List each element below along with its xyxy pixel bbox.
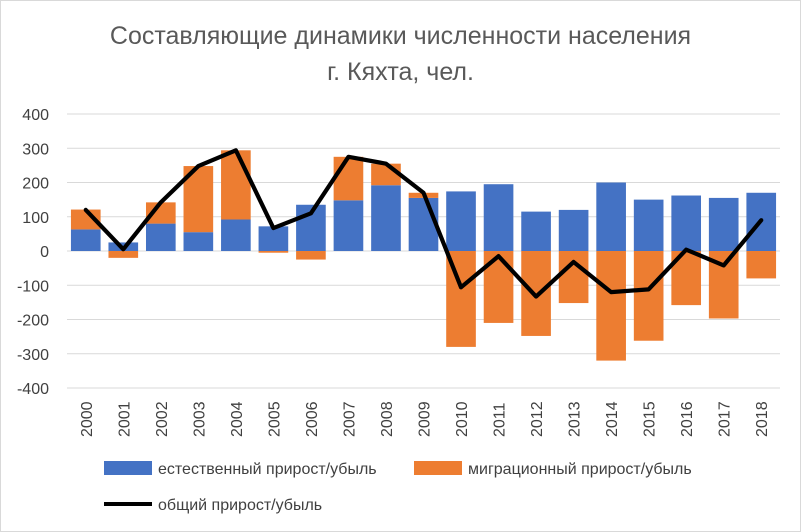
natural-change-bar: [70, 229, 101, 251]
x-tick-label: 2017: [717, 401, 734, 437]
migration-change-bar: [108, 251, 139, 258]
migration-change-bar: [221, 150, 251, 220]
natural-change-bar: [145, 223, 176, 251]
x-tick-label: 2015: [642, 401, 659, 437]
x-tick-label: 2001: [116, 401, 133, 437]
legend-migration-change-label: миграционный прирост/убыль: [468, 461, 692, 478]
migration-change-bar: [746, 251, 777, 279]
natural-change-bar: [333, 200, 364, 251]
y-tick-label: 400: [22, 107, 49, 124]
x-tick-label: 2016: [679, 401, 696, 437]
natural-change-bar: [483, 184, 514, 251]
y-tick-label: -400: [17, 381, 49, 398]
migration-change-bar: [145, 202, 176, 224]
y-tick-label: -300: [17, 347, 49, 364]
natural-change-bar: [221, 219, 251, 251]
x-tick-label: 2004: [229, 401, 246, 437]
migration-change-bar: [371, 163, 401, 186]
natural-change-bar: [408, 197, 439, 251]
x-tick-label: 2011: [492, 402, 509, 437]
y-tick-label: 200: [22, 176, 49, 193]
migration-change-bar: [596, 251, 626, 361]
natural-change-bar: [558, 209, 589, 251]
natural-change-bar: [596, 182, 626, 251]
natural-change-bar: [708, 197, 739, 251]
x-tick-label: 2007: [341, 401, 358, 437]
migration-change-bar: [558, 251, 589, 304]
natural-change-bar: [371, 185, 401, 251]
natural-change-bar: [258, 226, 289, 251]
migration-change-bar: [633, 251, 664, 341]
x-tick-label: 2012: [529, 401, 546, 437]
y-tick-label: -100: [17, 278, 49, 295]
x-tick-label: 2002: [154, 401, 171, 437]
x-tick-label: 2014: [604, 401, 621, 437]
x-tick-label: 2013: [567, 401, 584, 437]
natural-change-bar: [671, 195, 702, 251]
natural-change-bar: [521, 211, 551, 251]
x-tick-label: 2003: [191, 401, 208, 437]
migration-change-bar: [296, 251, 326, 260]
x-tick-label: 2000: [79, 401, 96, 437]
x-tick-label: 2005: [266, 401, 283, 437]
legend-natural-change-label: естественный прирост/убыль: [158, 461, 377, 478]
natural-change-bar: [633, 199, 664, 251]
migration-change-bar: [70, 209, 101, 230]
natural-change-bar: [446, 191, 476, 251]
chart-title-line-1: Составляющие динамики численности населе…: [109, 22, 692, 50]
y-tick-label: 100: [22, 210, 49, 227]
y-tick-label: 300: [22, 141, 49, 158]
x-tick-label: 2010: [454, 401, 471, 437]
x-tick-label: 2006: [304, 401, 321, 437]
x-tick-label: 2009: [417, 401, 434, 437]
chart-title-line-2: г. Кяхта, чел.: [327, 58, 474, 86]
migration-change-bar: [333, 156, 364, 201]
natural-change-bar: [183, 232, 214, 251]
y-tick-label: -200: [17, 313, 49, 330]
legend-migration-change-swatch: [414, 461, 462, 475]
x-tick-label: 2018: [754, 401, 771, 437]
migration-change-bar: [258, 251, 289, 253]
legend-total-change-label: общий прирост/убыль: [158, 497, 322, 514]
x-tick-label: 2008: [379, 401, 396, 437]
migration-change-bar: [483, 251, 514, 323]
legend-natural-change-swatch: [104, 461, 152, 475]
y-tick-label: 0: [40, 244, 49, 261]
